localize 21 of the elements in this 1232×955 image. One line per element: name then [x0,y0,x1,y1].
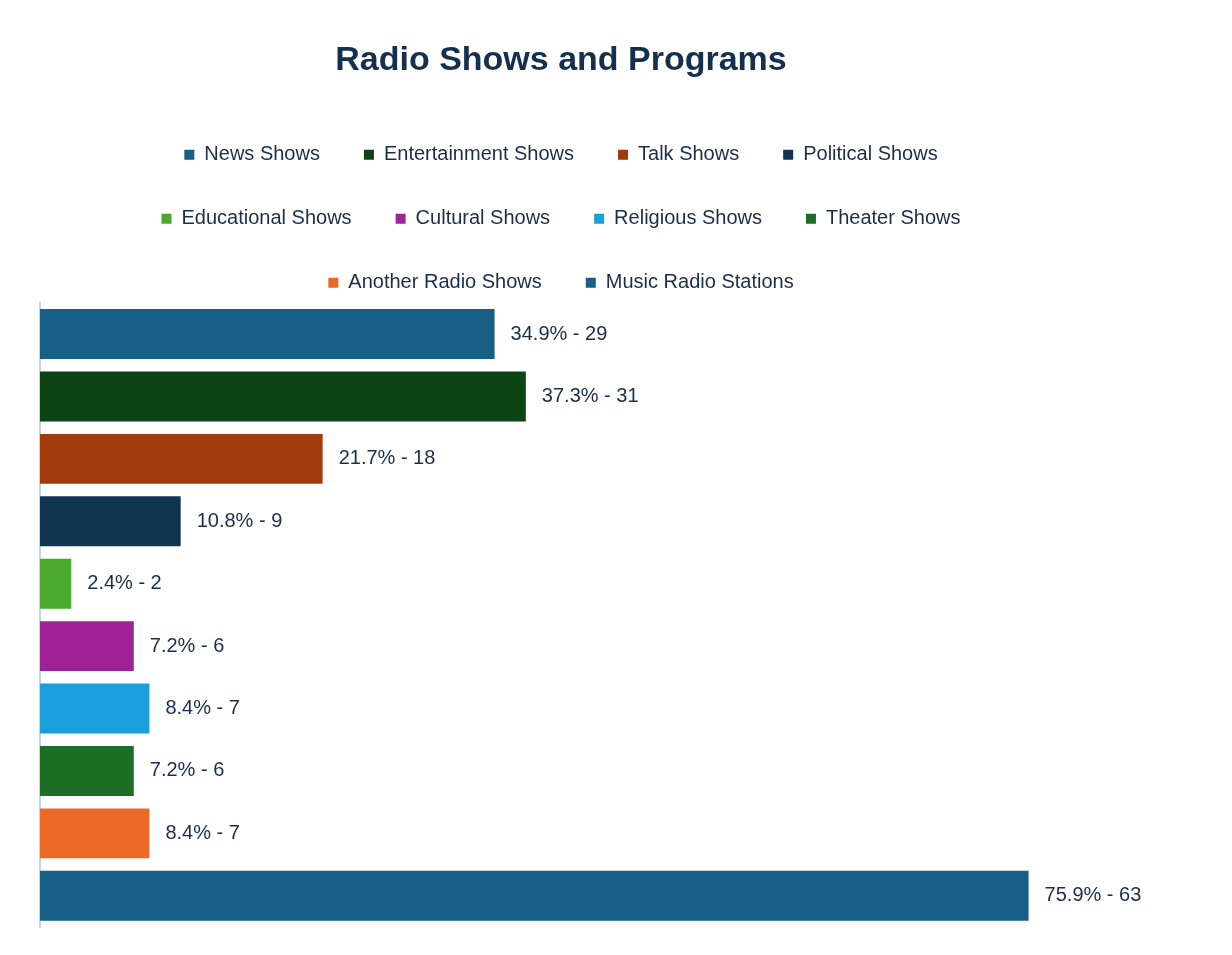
legend-label: Music Radio Stations [605,270,794,293]
legend-label: Entertainment Shows [383,142,575,165]
legend-label: Theater Shows [825,206,961,229]
data-label: 8.4% - 7 [165,820,240,843]
data-label: 7.2% - 6 [149,758,225,781]
data-label: 21.7% - 18 [338,446,436,469]
data-label: 37.3% - 31 [541,383,639,406]
data-label: 34.9% - 29 [510,321,608,344]
legend-label: Political Shows [803,142,938,165]
data-label: 75.9% - 63 [1044,883,1142,906]
data-label: 7.2% - 6 [149,633,225,656]
legend-label: Educational Shows [181,206,352,229]
data-label: 8.4% - 7 [165,696,240,719]
legend-label: Cultural Shows [415,206,551,229]
data-label: 2.4% - 2 [87,571,162,594]
chart-title: Radio Shows and Programs [335,38,787,77]
legend-label: Another Radio Shows [348,270,542,293]
legend-label: Talk Shows [638,142,740,165]
legend-label: Religious Shows [614,206,762,229]
legend-label: News Shows [204,142,320,165]
data-label: 10.8% - 9 [196,508,283,531]
